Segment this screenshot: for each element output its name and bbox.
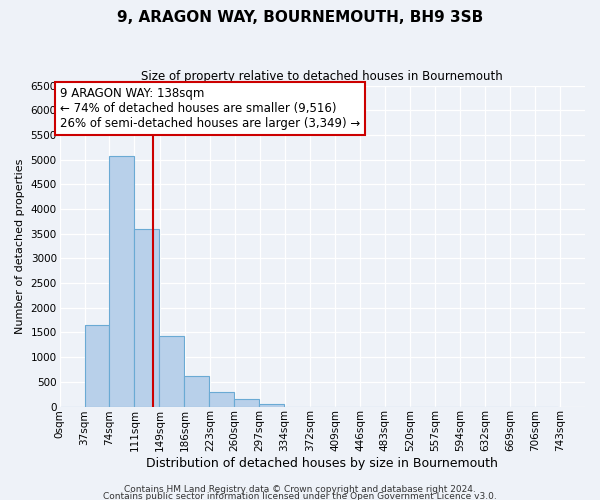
Bar [109,156,134,406]
Bar [259,404,284,406]
Bar [234,400,259,406]
Bar [85,325,109,406]
Text: 9 ARAGON WAY: 138sqm
← 74% of detached houses are smaller (9,516)
26% of semi-de: 9 ARAGON WAY: 138sqm ← 74% of detached h… [60,87,361,130]
Text: 9, ARAGON WAY, BOURNEMOUTH, BH9 3SB: 9, ARAGON WAY, BOURNEMOUTH, BH9 3SB [117,10,483,25]
Bar [134,230,159,406]
Y-axis label: Number of detached properties: Number of detached properties [15,158,25,334]
Title: Size of property relative to detached houses in Bournemouth: Size of property relative to detached ho… [142,70,503,83]
Text: Contains HM Land Registry data © Crown copyright and database right 2024.: Contains HM Land Registry data © Crown c… [124,485,476,494]
Bar [184,376,209,406]
Bar [159,336,184,406]
Text: Contains public sector information licensed under the Open Government Licence v3: Contains public sector information licen… [103,492,497,500]
X-axis label: Distribution of detached houses by size in Bournemouth: Distribution of detached houses by size … [146,457,498,470]
Bar [209,392,234,406]
